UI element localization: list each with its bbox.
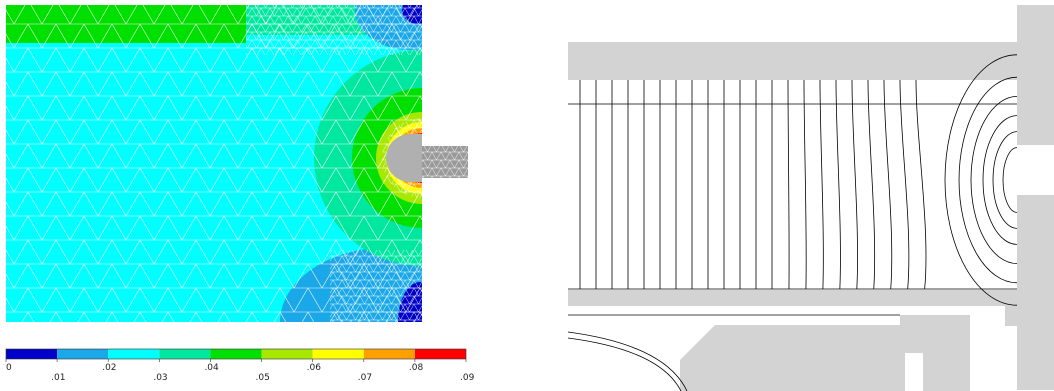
color-scale-tick-label: .02 <box>102 363 116 373</box>
fine-mesh-bottom <box>330 250 422 322</box>
color-scale-tick-label: .06 <box>307 363 322 373</box>
color-scale-segment <box>6 349 58 359</box>
color-scale-tick-label: .08 <box>409 363 424 373</box>
color-scale-segment <box>414 349 466 359</box>
flux-line <box>883 79 893 290</box>
flux-loop <box>992 131 1018 229</box>
color-scale-segment <box>210 349 262 359</box>
color-scale-tick-label: .09 <box>460 373 475 383</box>
flux-line <box>867 79 876 290</box>
fe-contour-plot: 0 .01 .02 .03 .04 .05 .06 .07 .08 .09 <box>5 5 475 383</box>
color-scale-segment <box>363 349 415 359</box>
flux-lines <box>579 54 1018 306</box>
color-scale-segment <box>57 349 109 359</box>
flux-line <box>803 79 807 290</box>
lower-chamfer-part <box>680 325 905 391</box>
lower-arc-outer <box>567 331 688 391</box>
flux-loop <box>982 115 1018 245</box>
flux-line <box>851 79 858 290</box>
lower-bar <box>568 290 1019 306</box>
lower-arc-inner <box>567 337 682 391</box>
right-column-top <box>1017 5 1054 145</box>
flux-line <box>787 79 790 290</box>
flux-loop <box>944 54 1018 306</box>
flux-line <box>899 79 910 290</box>
upper-bar <box>568 42 1019 80</box>
flux-line-plot <box>567 5 1054 391</box>
color-scale-segment <box>261 349 313 359</box>
flux-line <box>915 79 927 290</box>
flux-loop <box>970 96 1018 264</box>
color-scale-frame <box>5 348 467 360</box>
color-scale-tick-label: .05 <box>256 373 270 383</box>
color-scale-segment <box>159 349 211 359</box>
color-scale-tick-label: .03 <box>153 373 167 383</box>
color-scale-tick-label: .07 <box>358 373 372 383</box>
color-scale-segment <box>312 349 364 359</box>
color-scale: 0 .01 .02 .03 .04 .05 .06 .07 .08 .09 <box>5 348 475 383</box>
flux-line <box>835 79 841 290</box>
color-scale-tick-label: .04 <box>204 363 219 373</box>
mesh-insert-pattern <box>422 146 468 178</box>
fine-mesh-top <box>246 5 422 55</box>
color-scale-segment <box>108 349 160 359</box>
mesh-slot <box>386 134 422 182</box>
flux-line <box>819 79 824 290</box>
lower-block-b <box>923 315 970 391</box>
color-scale-tick-label: 0 <box>6 363 12 373</box>
color-scale-tick-label: .01 <box>51 373 65 383</box>
flux-loop <box>958 76 1018 284</box>
flux-loop <box>1002 147 1018 213</box>
